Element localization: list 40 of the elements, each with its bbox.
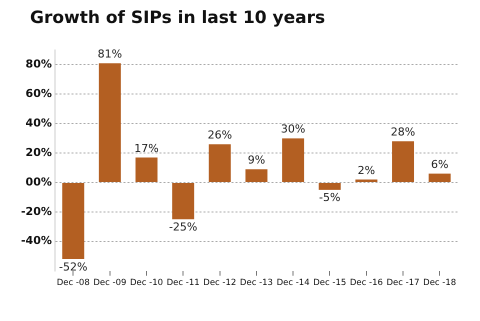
y-tick-label: 80% bbox=[26, 58, 52, 71]
data-label: -25% bbox=[168, 220, 198, 234]
data-label: 81% bbox=[98, 48, 122, 61]
x-tick-label: Dec -09 bbox=[93, 278, 126, 288]
x-tick-label: Dec -13 bbox=[240, 278, 273, 288]
bar bbox=[208, 144, 231, 182]
bar bbox=[172, 182, 194, 220]
bar bbox=[428, 174, 451, 182]
bar bbox=[98, 63, 121, 182]
y-tick-label: 20% bbox=[26, 146, 52, 159]
y-tick-label: 60% bbox=[26, 87, 52, 100]
y-tick-label: 40% bbox=[26, 116, 52, 130]
x-tick-label: Dec -08 bbox=[56, 278, 90, 288]
data-label: 9% bbox=[248, 154, 266, 167]
y-tick-label: -40% bbox=[20, 234, 52, 248]
data-label: 26% bbox=[208, 128, 232, 142]
x-tick-label: Dec -11 bbox=[166, 278, 200, 288]
data-label: -52% bbox=[59, 260, 88, 274]
bar bbox=[136, 157, 158, 182]
data-label: 6% bbox=[430, 158, 448, 172]
bar bbox=[392, 141, 414, 182]
x-tick-label: Dec -18 bbox=[423, 278, 456, 288]
x-tick-label: Dec -15 bbox=[313, 278, 346, 288]
bar bbox=[245, 169, 268, 182]
bar bbox=[62, 182, 84, 260]
data-label: 2% bbox=[358, 164, 376, 177]
x-tick-label: Dec -16 bbox=[350, 278, 383, 288]
y-tick-label: -20% bbox=[20, 204, 52, 218]
data-label: 30% bbox=[280, 122, 306, 136]
x-tick-label: Dec -14 bbox=[276, 278, 310, 288]
data-label: 17% bbox=[134, 142, 159, 155]
chart-title: Growth of SIPs in last 10 years bbox=[30, 8, 326, 28]
y-tick-label: 00% bbox=[26, 175, 52, 188]
x-tick-label: Dec -12 bbox=[203, 278, 236, 288]
bar bbox=[282, 138, 304, 182]
x-tick-label: Dec -10 bbox=[130, 278, 164, 288]
bar bbox=[318, 182, 341, 190]
data-label: -5% bbox=[319, 191, 340, 204]
x-tick-label: Dec -17 bbox=[386, 278, 420, 288]
data-label: 28% bbox=[390, 126, 416, 139]
